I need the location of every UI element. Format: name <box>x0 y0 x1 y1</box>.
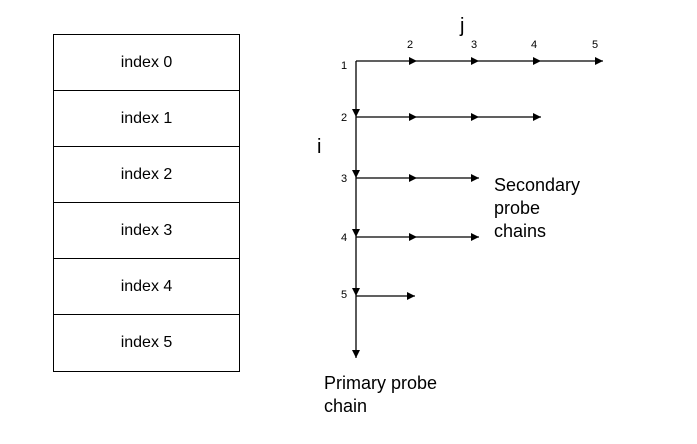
axis-i-label: i <box>317 136 321 158</box>
column-label: 4 <box>531 39 537 51</box>
primary-label-line: Primary probe <box>324 373 437 393</box>
row-label: 3 <box>341 173 347 185</box>
secondary-label-line: chains <box>494 221 546 241</box>
row-label: 1 <box>341 60 347 72</box>
index-label: index 5 <box>120 334 173 351</box>
secondary-label-line: probe <box>494 198 540 218</box>
index-label: index 4 <box>120 277 173 295</box>
index-row-3: index 3 <box>54 203 239 259</box>
column-label: 5 <box>592 39 598 51</box>
index-label: index 2 <box>120 165 173 183</box>
index-row-0: index 0 <box>54 35 239 91</box>
secondary-label-line: Secondary <box>494 175 580 195</box>
secondary-probe-chains <box>356 57 603 300</box>
row-label: 5 <box>341 289 347 301</box>
index-row-2: index 2 <box>54 147 239 203</box>
index-label: index 3 <box>120 221 173 239</box>
index-label: index 1 <box>120 109 173 127</box>
column-label: 2 <box>407 39 413 51</box>
index-row-4: index 4 <box>54 259 239 315</box>
index-row-5: index 5 <box>54 315 239 371</box>
column-label: 3 <box>471 39 477 51</box>
axis-j-label: j <box>459 15 464 37</box>
row-label: 2 <box>341 112 347 124</box>
primary-label-line: chain <box>324 396 367 416</box>
index-row-1: index 1 <box>54 91 239 147</box>
row-label: 4 <box>341 232 347 244</box>
index-table: index 0 index 1 index 2 index 3 index 4 … <box>53 34 240 372</box>
index-label: index 0 <box>120 53 173 71</box>
